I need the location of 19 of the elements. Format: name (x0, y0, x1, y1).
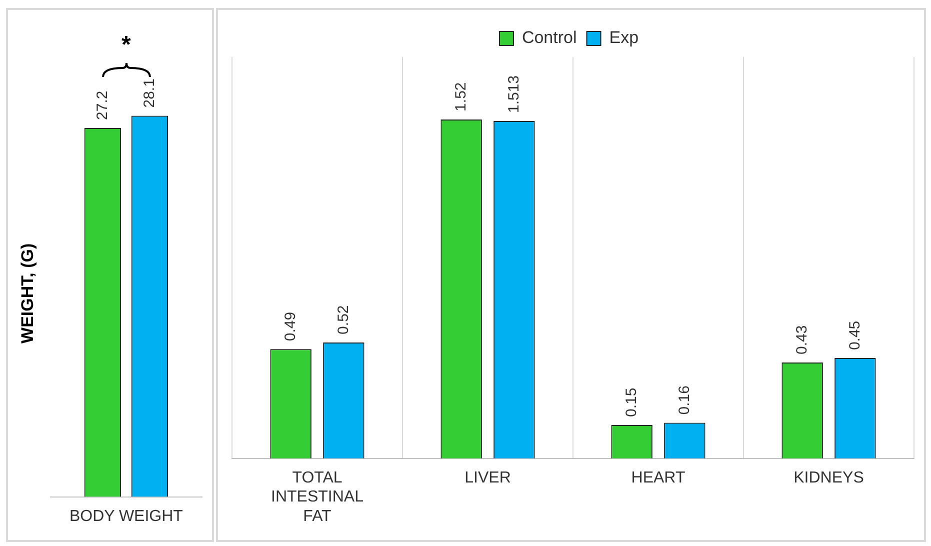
x-tick-label: LIVER (464, 469, 511, 486)
x-tick-label: HEART (631, 469, 686, 486)
data-label: 0.15 (622, 388, 640, 417)
legend-label: Exp (609, 28, 639, 48)
data-label: 1.513 (505, 75, 522, 113)
x-tick-label: BODY WEIGHT (69, 508, 184, 525)
data-label: 0.45 (846, 320, 864, 350)
data-label: 28.1 (140, 78, 158, 108)
text: * (122, 32, 132, 59)
data-label: 0.52 (334, 305, 352, 334)
legend-label: Control (522, 28, 577, 48)
data-label: 0.49 (282, 312, 299, 342)
data-label: 1.52 (452, 82, 470, 112)
data-label: 27.2 (94, 90, 111, 120)
data-label: 0.16 (676, 386, 693, 415)
y-axis-title: WEIGHT, (G) (18, 243, 37, 344)
x-tick-label: TOTAL INTESTINAL FAT (271, 469, 364, 525)
data-label: 0.43 (793, 325, 810, 355)
x-tick-label: KIDNEYS (794, 469, 864, 486)
